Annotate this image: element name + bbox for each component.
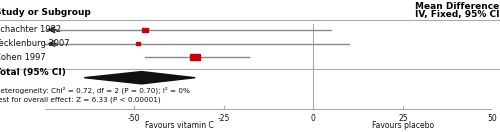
Bar <box>190 55 200 60</box>
Text: Tecklenburg 2007: Tecklenburg 2007 <box>0 39 70 48</box>
Text: Study or Subgroup: Study or Subgroup <box>0 8 90 17</box>
Polygon shape <box>84 72 195 84</box>
Text: Favours placebo: Favours placebo <box>372 121 434 130</box>
Text: Favours vitamin C: Favours vitamin C <box>144 121 214 130</box>
Text: Cohen 1997: Cohen 1997 <box>0 53 46 62</box>
Text: -25: -25 <box>218 114 230 123</box>
Text: Mean Difference: Mean Difference <box>416 2 500 11</box>
Text: -50: -50 <box>128 114 140 123</box>
Text: Test for overall effect: Z = 6.33 (P < 0.00001): Test for overall effect: Z = 6.33 (P < 0… <box>0 96 160 103</box>
Text: 50: 50 <box>488 114 498 123</box>
Bar <box>142 28 148 32</box>
Bar <box>136 42 140 45</box>
Text: Schachter 1982: Schachter 1982 <box>0 25 61 34</box>
Text: IV, Fixed, 95% CI: IV, Fixed, 95% CI <box>415 10 500 19</box>
Text: Heterogeneity: Chi² = 0.72, df = 2 (P = 0.70); I² = 0%: Heterogeneity: Chi² = 0.72, df = 2 (P = … <box>0 86 190 94</box>
Text: 0: 0 <box>311 114 316 123</box>
Text: 25: 25 <box>398 114 407 123</box>
Text: Total (95% CI): Total (95% CI) <box>0 68 66 77</box>
